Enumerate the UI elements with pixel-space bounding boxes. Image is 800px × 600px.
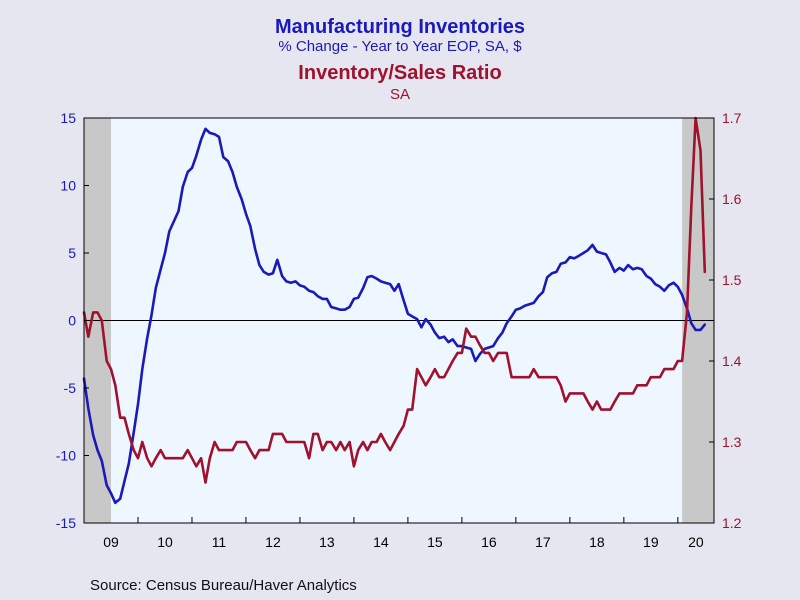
x-tick-label: 11 xyxy=(212,534,227,550)
left-tick-label: 0 xyxy=(68,313,76,329)
series-line-manufacturing-inventories xyxy=(82,127,707,505)
series-lines xyxy=(82,116,707,505)
chart-subtitle: % Change - Year to Year EOP, SA, $ xyxy=(278,38,522,55)
x-tick-label: 19 xyxy=(643,534,659,550)
source-note: Source: Census Bureau/Haver Analytics xyxy=(90,577,357,594)
axes: 15 10 5 0 -5 -10 -15 1.7 1.6 1.5 1.4 1.3 1.2 09 10 11 12… xyxy=(56,110,742,550)
chart-subtitle-secondary: SA xyxy=(389,86,410,103)
x-tick-label: 09 xyxy=(103,534,119,550)
x-tick-label: 14 xyxy=(373,534,389,550)
chart-title-secondary: Inventory/Sales Ratio xyxy=(298,62,502,84)
right-tick-label: 1.4 xyxy=(722,353,742,369)
left-tick-label: 10 xyxy=(60,178,76,194)
chart-title: Manufacturing Inventories xyxy=(274,16,526,38)
right-tick-label: 1.2 xyxy=(722,515,742,531)
left-tick-label: -5 xyxy=(64,380,77,396)
left-tick-label: 15 xyxy=(60,110,76,126)
right-tick-label: 1.3 xyxy=(722,434,742,450)
x-tick-label: 16 xyxy=(481,534,497,550)
x-tick-label: 13 xyxy=(319,534,335,550)
left-tick-label: -10 xyxy=(56,448,76,464)
left-tick-label: -15 xyxy=(56,515,76,531)
right-tick-label: 1.7 xyxy=(722,110,742,126)
x-tick-label: 20 xyxy=(688,534,704,550)
x-tick-label: 17 xyxy=(535,534,551,550)
series-line-inventory-sales-ratio xyxy=(82,116,707,484)
left-tick-label: 5 xyxy=(68,245,76,261)
x-tick-label: 15 xyxy=(427,534,443,550)
x-tick-label: 18 xyxy=(589,534,605,550)
x-tick-label: 12 xyxy=(265,534,281,550)
x-tick-label: 10 xyxy=(157,534,173,550)
right-tick-label: 1.6 xyxy=(722,191,742,207)
right-tick-label: 1.5 xyxy=(722,272,742,288)
